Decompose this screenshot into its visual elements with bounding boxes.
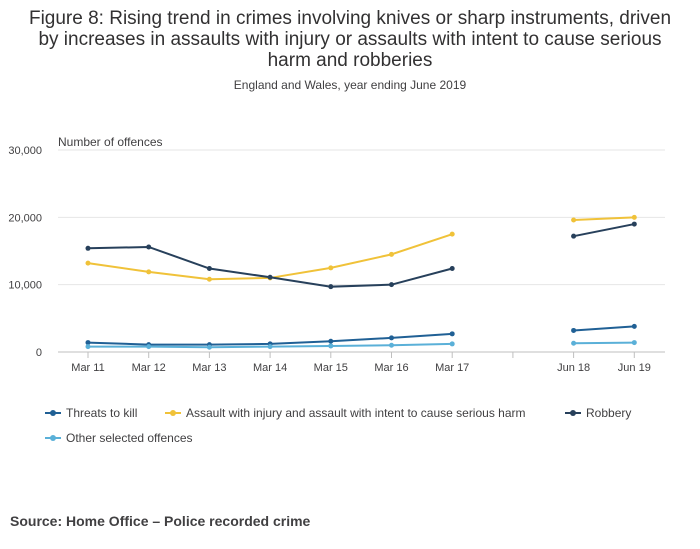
x-tick-label: Mar 15 [314,362,348,374]
legend-item: Robbery [565,406,631,420]
data-point [206,276,212,282]
legend-label: Robbery [586,406,632,420]
data-point [267,344,273,350]
data-point [328,343,334,349]
y-tick-label: 10,000 [8,280,42,292]
data-point [571,233,577,239]
x-tick-label: Mar 16 [374,362,408,374]
data-point [389,342,394,348]
data-point [267,274,273,280]
x-tick-label: Jun 19 [618,362,651,374]
data-point [389,335,394,341]
series-line [573,325,635,332]
source-note: Source: Home Office – Police recorded cr… [10,513,311,529]
legend-label: Assault with injury and assault with int… [186,406,526,420]
data-point [146,344,152,350]
legend-item: Other selected offences [45,431,193,445]
chart-subtitle: England and Wales, year ending June 2019 [233,78,467,92]
data-point [206,266,212,272]
data-point [389,251,394,257]
legend-swatch [45,410,61,416]
data-point [631,214,637,220]
data-point [631,340,637,346]
x-tick-label: Jun 18 [557,362,590,374]
data-point [328,338,334,344]
x-tick-label: Mar 17 [435,362,469,374]
legend-label: Other selected offences [66,431,193,445]
data-point [146,244,152,250]
data-point [328,284,334,290]
data-point [449,341,455,347]
x-tick-label: Mar 11 [71,362,104,374]
data-point [85,340,91,346]
data-point [449,231,455,237]
y-tick-label: 30,000 [8,145,42,157]
legend-swatch [565,410,581,416]
legend-item: Threats to kill [45,406,137,420]
data-point [571,217,577,223]
x-tick-label: Mar 14 [253,362,287,374]
data-point [328,265,334,271]
series-line [573,216,635,222]
legend-swatch [165,410,181,416]
data-point [571,340,577,346]
y-axis-label: Number of offences [58,135,163,149]
data-point [631,221,637,227]
legend-item: Assault with injury and assault with int… [165,406,526,420]
chart-title: Figure 8: Rising trend in crimes involvi… [28,8,672,71]
x-tick-label: Mar 13 [192,362,226,374]
data-point [631,323,637,329]
legend-label: Threats to kill [66,406,138,420]
data-point [85,245,91,251]
line-chart: 0 10,000 20,000 30,000 Number of offences Mar… [8,135,665,374]
data-point [206,344,212,350]
y-tick-label: 0 [36,347,42,359]
data-point [85,344,91,350]
data-point [449,331,455,337]
series-line [87,233,453,281]
data-point [389,282,394,288]
series-line [573,341,635,345]
data-point [571,327,577,333]
series-line [573,223,635,238]
x-tick-label: Mar 12 [132,362,166,374]
data-point [146,269,152,275]
legend-swatch [45,435,61,441]
y-tick-label: 20,000 [8,212,42,224]
data-point [85,260,91,266]
data-point [449,266,455,272]
